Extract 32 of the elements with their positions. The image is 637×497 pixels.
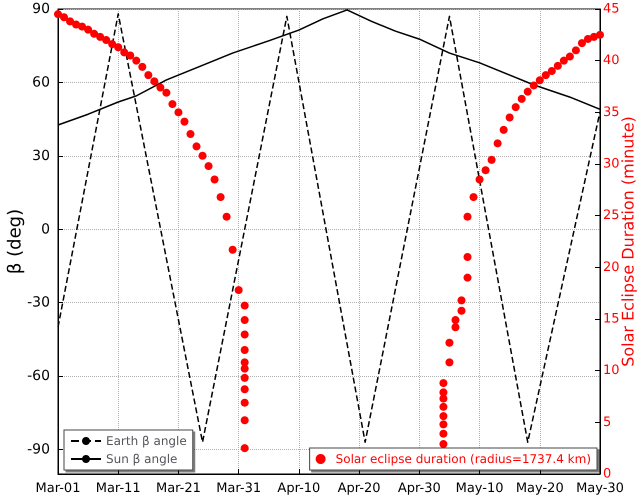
y2-tick-label: 35 [603,104,620,120]
y-tick-label: -90 [27,442,50,458]
y-tick-label: -60 [27,368,50,384]
legend-label: Earth β angle [106,434,187,448]
x-tick-label: May-20 [516,481,564,496]
x-tick-label: Mar-31 [216,481,262,496]
y2-tick-label: 25 [603,208,620,224]
y2-tick-label: 5 [603,414,612,430]
y-tick-label: 90 [32,1,50,17]
y-tick-label: -30 [27,294,50,311]
y-tick-label: 60 [32,74,50,90]
x-tick-label: Mar-21 [156,481,201,496]
y2-axis-title: Solar Eclipse Duration (minute) [618,116,637,367]
y2-tick-label: 45 [603,2,620,16]
y2-tick-label: 30 [603,156,620,172]
y2-tick-label: 40 [603,53,620,68]
y2-tick-label: 20 [603,260,620,275]
legend-label: Solar eclipse duration (radius=1737.4 km) [336,452,591,466]
x-tick-label: May-30 [576,481,624,496]
y2-tick-label: 10 [603,363,620,378]
x-tick-label: Apr-30 [398,481,441,496]
x-tick-label: Mar-01 [36,481,80,496]
legend-label: Sun β angle [106,452,178,466]
y2-tick-label: 0 [603,466,612,482]
y-tick-label: 0 [41,221,50,238]
x-tick-label: Apr-20 [338,481,381,496]
x-tick-label: May-10 [456,481,504,496]
y2-tick-label: 15 [603,312,620,326]
y-axis-title: β (deg) [4,208,26,274]
x-tick-label: Apr-10 [277,481,320,496]
x-tick-label: Mar-11 [96,481,141,496]
y-tick-label: 30 [32,148,50,164]
